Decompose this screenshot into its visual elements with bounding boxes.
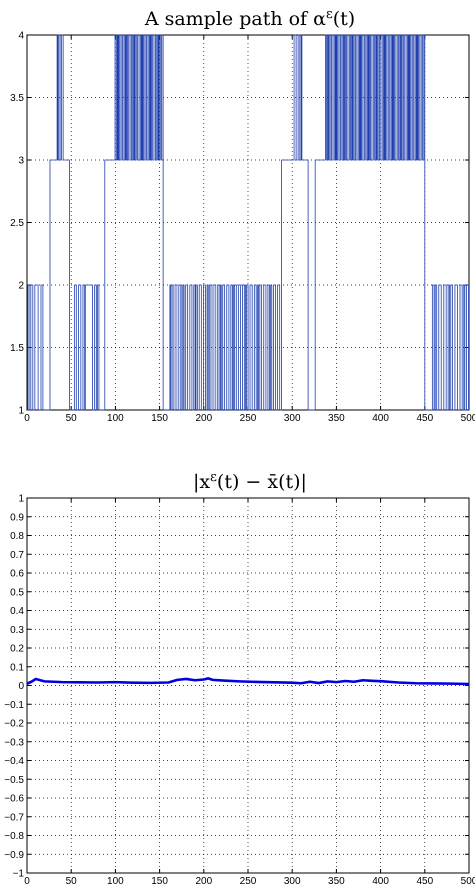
y-tick-label: 0.8	[10, 531, 24, 542]
x-tick-label: 400	[372, 413, 389, 424]
x-tick-label: 50	[66, 413, 78, 424]
x-tick-label: 250	[240, 413, 257, 424]
x-tick-label: 350	[328, 876, 345, 887]
series-error-line	[26, 677, 470, 686]
x-tick-label: 500	[461, 876, 475, 887]
x-tick-label: 150	[151, 413, 168, 424]
x-tick-label: 300	[284, 413, 301, 424]
x-tick-label: 250	[240, 876, 257, 887]
x-tick-label: 150	[151, 876, 168, 887]
x-tick-label: 450	[416, 876, 433, 887]
y-tick-label: 3.5	[10, 93, 24, 104]
y-tick-label: 3	[18, 156, 24, 167]
y-tick-label: −0.4	[4, 756, 24, 767]
y-tick-label: 0.2	[10, 644, 24, 655]
y-tick-label: 1.5	[10, 343, 24, 354]
x-tick-label: 200	[195, 413, 212, 424]
y-tick-label: −0.5	[4, 775, 24, 786]
x-tick-label: 50	[66, 876, 78, 887]
x-tick-label: 350	[328, 413, 345, 424]
chart-2-title: |xε(t) − x̄(t)|	[193, 470, 307, 493]
y-tick-label: 2.5	[10, 218, 24, 229]
y-tick-label: −0.6	[4, 794, 24, 805]
chart-2-error-plot: 0 50 100 150 200 250 300 350 400 450 500 −1 −0.9 −0.8…	[4, 494, 475, 888]
x-tick-label: 0	[24, 413, 30, 424]
y-tick-label: 0.4	[10, 606, 24, 617]
y-tick-label: 2	[18, 281, 24, 292]
x-tick-label: 400	[372, 876, 389, 887]
plot-frame	[26, 497, 470, 874]
y-tick-label: −1	[13, 869, 25, 880]
y-tick-label: 0.7	[10, 550, 24, 561]
x-tick-label: 100	[107, 413, 124, 424]
y-tick-label: 4	[18, 31, 24, 42]
y-tick-label: −0.9	[4, 850, 24, 861]
x-tick-label: 300	[284, 876, 301, 887]
y-tick-label: 0.3	[10, 625, 24, 636]
y-tick-label: −0.7	[4, 812, 24, 823]
x-tick-label: 500	[461, 413, 475, 424]
y-tick-label: 1	[18, 406, 24, 417]
y-tick-label: 0.6	[10, 569, 24, 580]
y-tick-label: 0.5	[10, 587, 24, 598]
chart-1-sample-path: 0 50 100 150 200 250 300 350 400 450 500 1 1.5 2 2.5 3 3…	[10, 31, 475, 425]
y-tick-label: 0.9	[10, 512, 24, 523]
x-tick-label: 450	[416, 413, 433, 424]
x-tick-label: 100	[107, 876, 124, 887]
chart-1-title: A sample path of αε(t)	[144, 7, 355, 30]
y-tick-label: −0.8	[4, 831, 24, 842]
y-tick-label: −0.1	[4, 700, 24, 711]
y-tick-label: 0	[18, 681, 24, 692]
y-tick-label: −0.3	[4, 737, 24, 748]
y-tick-label: 1	[18, 494, 24, 505]
y-tick-label: −0.2	[4, 719, 24, 730]
y-tick-label: 0.1	[10, 662, 24, 673]
x-tick-label: 200	[195, 876, 212, 887]
series-alpha-path	[27, 34, 469, 411]
x-tick-label: 0	[24, 876, 30, 887]
